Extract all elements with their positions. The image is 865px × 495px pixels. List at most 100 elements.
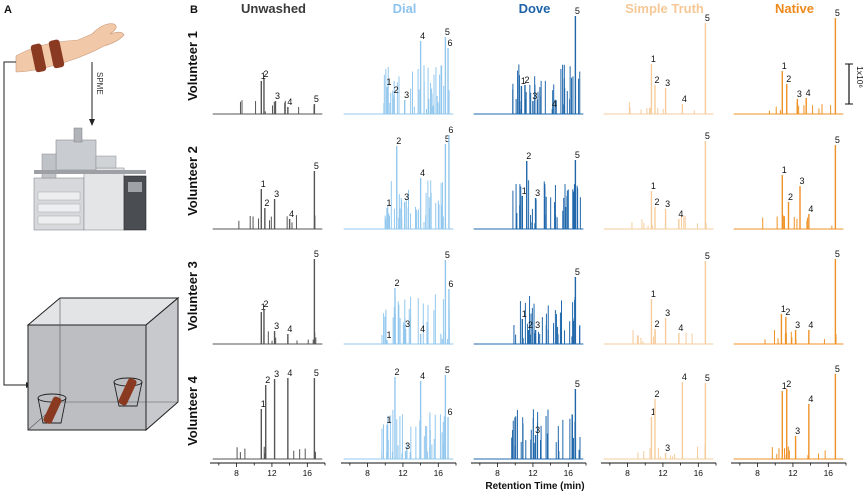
peak-label: 3 (535, 188, 540, 198)
peak-label: 4 (287, 97, 292, 107)
peak-label: 5 (705, 251, 710, 261)
peak-label: 3 (404, 90, 409, 100)
peak-label: 3 (665, 443, 670, 453)
peak-label: 2 (785, 307, 790, 317)
peak-label: 1 (386, 330, 391, 340)
peak-label: 4 (806, 88, 811, 98)
peak-label: 1 (651, 407, 656, 417)
peak-label: 3 (797, 89, 802, 99)
peak-label: 1 (261, 302, 266, 312)
x-tick-label: 16 (434, 468, 444, 478)
peak-label: 3 (275, 91, 280, 101)
peak-label: 4 (808, 204, 813, 214)
row-label-4: Volunteer 4 (185, 375, 200, 446)
peak-label: 5 (445, 134, 450, 144)
peak-label: 1 (522, 309, 527, 319)
peak-label: 3 (274, 189, 279, 199)
x-tick-label: 8 (234, 468, 239, 478)
x-axis: 8 12 16 (210, 462, 326, 478)
peak-label: 3 (795, 320, 800, 330)
peak-label: 2 (524, 75, 529, 85)
peak-label: 3 (795, 426, 800, 436)
peak-label: 6 (448, 38, 453, 48)
peak-label: 3 (274, 321, 279, 331)
scale-bar-label: 1x10⁶ (855, 66, 865, 88)
peak-label: 3 (404, 192, 409, 202)
peak-label: 3 (532, 91, 537, 101)
spme-arrowhead (89, 119, 95, 126)
peak-label: 6 (448, 125, 453, 135)
peak-label: 5 (314, 368, 319, 378)
x-tick-label: 12 (658, 468, 668, 478)
row-label-1: Volunteer 1 (185, 31, 200, 101)
column-header-3: Dove (519, 1, 551, 16)
peak-label: 4 (420, 324, 425, 334)
peak-label: 4 (287, 368, 292, 378)
peak-label: 2 (396, 136, 401, 146)
x-tick-label: 8 (625, 468, 630, 478)
column-header-2: Dial (393, 1, 417, 16)
x-axis-title: Retention Time (min) (485, 481, 584, 492)
peak-label: 5 (575, 6, 580, 16)
x-tick-label: 16 (824, 468, 834, 478)
peak-label: 1 (782, 61, 787, 71)
peak-label: 4 (420, 31, 425, 41)
peak-label: 1 (386, 77, 391, 87)
peak-label: 5 (445, 27, 450, 37)
peak-label: 5 (705, 131, 710, 141)
peak-label: 2 (786, 379, 791, 389)
peak-label: 2 (528, 320, 533, 330)
peak-label: 5 (314, 161, 319, 171)
peak-label: 1 (782, 165, 787, 175)
x-tick-label: 16 (694, 468, 704, 478)
peak-label: 1 (386, 198, 391, 208)
x-tick-label: 12 (528, 468, 538, 478)
transfer-line (3, 61, 32, 386)
peak-label: 2 (788, 192, 793, 202)
x-tick-label: 12 (267, 468, 277, 478)
column-header-5: Native (775, 1, 814, 16)
row-label-3: Volunteer 3 (185, 261, 200, 331)
panel-b: B Unwashed Dial Dove Simple Truth Native Vol… (185, 1, 865, 492)
chromatogram: 35 (473, 379, 584, 460)
peak-label: 2 (654, 197, 659, 207)
peak-label: 4 (287, 324, 292, 334)
peak-label: 5 (314, 249, 319, 259)
peak-label: 2 (263, 299, 268, 309)
peak-label: 3 (274, 369, 279, 379)
peak-label: 2 (394, 85, 399, 95)
x-tick-label: 16 (303, 468, 313, 478)
peak-label: 3 (535, 425, 540, 435)
peak-label: 3 (665, 199, 670, 209)
peak-label: 4 (289, 209, 294, 219)
peak-label: 3 (799, 176, 804, 186)
peak-label: 5 (575, 379, 580, 389)
peak-label: 2 (264, 198, 269, 208)
row-labels: Volunteer 1 Volunteer 2 Volunteer 3 Volunte… (185, 31, 200, 446)
peak-label: 5 (835, 249, 840, 259)
peak-label: 4 (420, 168, 425, 178)
peak-label: 5 (835, 8, 840, 18)
column-header-1: Unwashed (241, 1, 306, 16)
peak-label: 2 (263, 69, 268, 79)
peak-label: 2 (654, 75, 659, 85)
incubation-box (26, 296, 180, 432)
peak-label: 3 (665, 78, 670, 88)
chromatogram: 1 2 3 4 56 (343, 125, 453, 230)
peak-label: 6 (448, 279, 453, 289)
x-axis: 8 12 16 (471, 462, 587, 478)
x-tick-label: 8 (365, 468, 370, 478)
peak-label: 1 (651, 181, 656, 191)
